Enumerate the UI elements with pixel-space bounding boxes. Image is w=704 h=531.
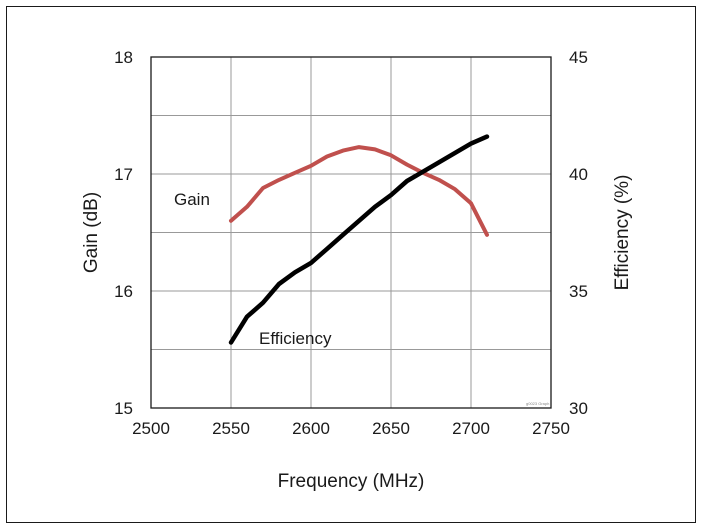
- y-tick-label-right: 40: [569, 165, 588, 184]
- x-axis-title: Frequency (MHz): [278, 471, 425, 492]
- chart-watermark: g0023 Graph: [526, 401, 549, 406]
- x-tick-label: 2550: [212, 419, 250, 438]
- y-tick-label-left: 17: [114, 165, 133, 184]
- y-tick-label-right: 35: [569, 282, 588, 301]
- y-axis-title-right: Efficiency (%): [612, 175, 633, 291]
- series-layer: [228, 134, 490, 345]
- chart-frame: [6, 6, 696, 523]
- y-tick-label-right: 45: [569, 48, 588, 67]
- y-tick-label-left: 15: [114, 399, 133, 418]
- efficiency-line: [228, 134, 490, 345]
- x-tick-label: 2750: [532, 419, 570, 438]
- gain-series-label: Gain: [174, 190, 210, 209]
- grid-layer: [151, 57, 551, 408]
- y-axis-title-left: Gain (dB): [81, 192, 102, 273]
- gain-line: [229, 145, 489, 237]
- ticks-layer: 2500 2550 2600 2650 2700 2750 15 16 17 18 30 35 40 45: [114, 48, 588, 438]
- x-tick-label: 2700: [452, 419, 490, 438]
- plot-border: [150, 56, 552, 409]
- y-tick-label-right: 30: [569, 399, 588, 418]
- x-tick-label: 2500: [132, 419, 170, 438]
- x-tick-label: 2650: [372, 419, 410, 438]
- x-tick-label: 2600: [292, 419, 330, 438]
- efficiency-series-label: Efficiency: [259, 329, 332, 348]
- y-tick-label-left: 18: [114, 48, 133, 67]
- y-tick-label-left: 16: [114, 282, 133, 301]
